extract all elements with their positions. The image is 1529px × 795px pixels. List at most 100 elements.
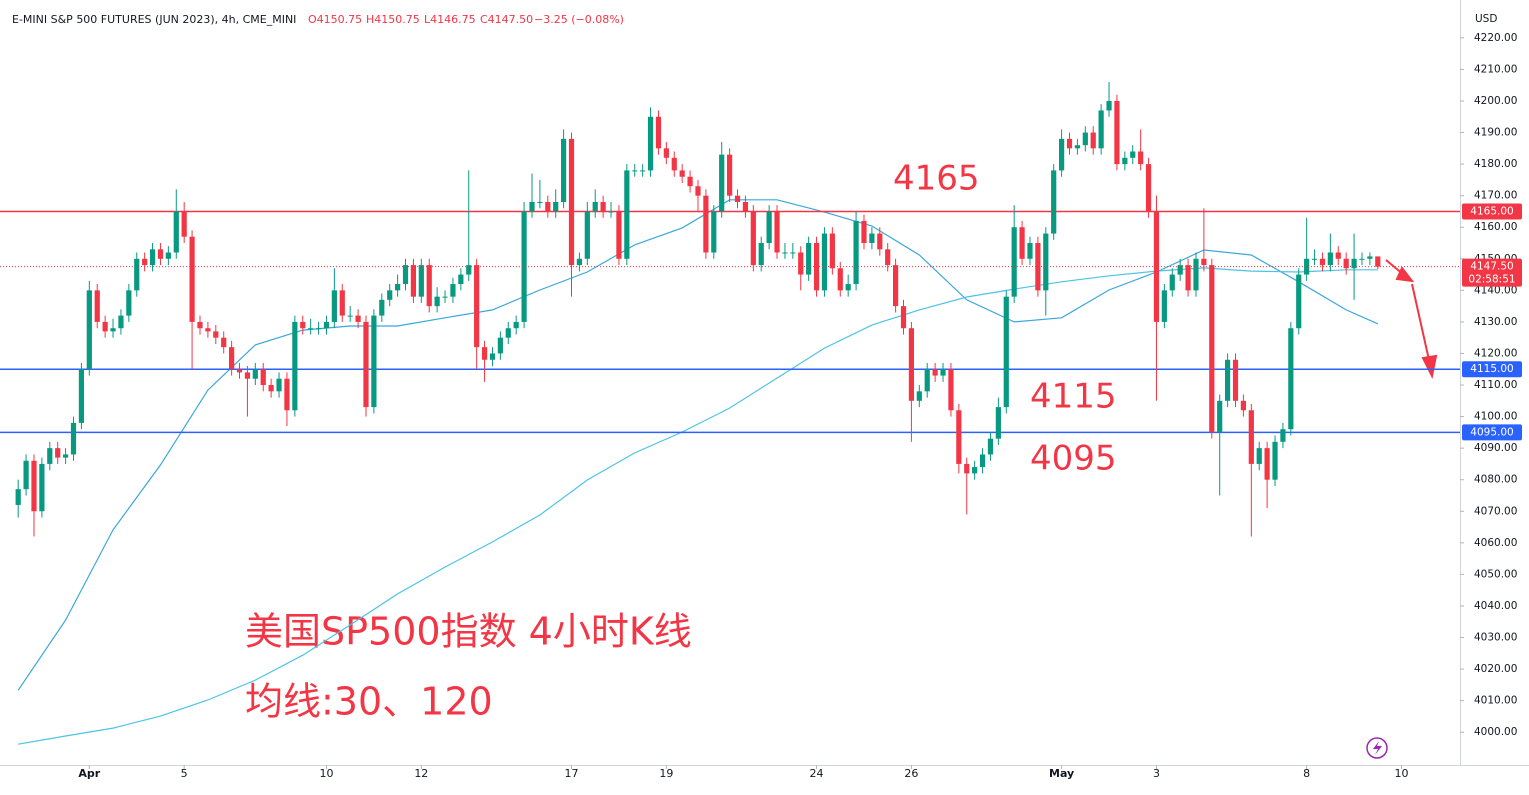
candle-body bbox=[687, 176, 693, 187]
candle-body bbox=[1304, 258, 1310, 275]
alert-circle[interactable] bbox=[1366, 737, 1388, 759]
candle-body bbox=[853, 220, 859, 285]
candle-body bbox=[877, 233, 883, 250]
candle-body bbox=[15, 489, 21, 505]
candle-body bbox=[1019, 227, 1025, 259]
candle-body bbox=[1232, 359, 1239, 401]
candle-body bbox=[893, 265, 899, 307]
candle-body bbox=[806, 243, 812, 275]
candle-body bbox=[292, 321, 298, 411]
ohlc-high: H4150.75 bbox=[366, 13, 420, 26]
candle-body bbox=[529, 201, 535, 212]
candle-body bbox=[758, 243, 764, 266]
alert-bolt[interactable] bbox=[1373, 741, 1382, 755]
y-tick-label: 4100.00 bbox=[1474, 411, 1517, 423]
candle-body bbox=[1193, 258, 1199, 291]
alert-icon[interactable] bbox=[1366, 737, 1388, 759]
candle-body bbox=[711, 211, 717, 253]
y-tick-label: 4050.00 bbox=[1474, 568, 1517, 580]
candle-body bbox=[142, 258, 148, 266]
y-tick-label: 4200.00 bbox=[1474, 95, 1517, 107]
candle-body bbox=[126, 290, 132, 316]
candle-body bbox=[845, 284, 851, 291]
candle-body bbox=[750, 211, 756, 266]
candle-body bbox=[1201, 258, 1207, 266]
y-tick-label: 4170.00 bbox=[1474, 190, 1517, 202]
candle-body bbox=[972, 467, 978, 474]
candle-body bbox=[387, 290, 393, 300]
candle-body bbox=[900, 306, 907, 329]
symbol-title: E-MINI S&P 500 FUTURES (JUN 2023), 4h, C… bbox=[12, 13, 296, 26]
candle-body bbox=[1375, 256, 1381, 267]
candle-body bbox=[1130, 151, 1136, 158]
ohlc-legend: O4150.75 H4150.75 L4146.75 C4147.50 −3.2… bbox=[308, 13, 624, 26]
y-tick-label: 4130.00 bbox=[1474, 316, 1517, 328]
candle-body bbox=[1288, 328, 1294, 430]
moving-average bbox=[18, 267, 1378, 745]
x-tick-label: 3 bbox=[1153, 767, 1160, 780]
candle-body bbox=[371, 315, 377, 408]
candle-body bbox=[1343, 258, 1349, 269]
y-tick-label: 4220.00 bbox=[1474, 32, 1517, 44]
candle-body bbox=[908, 328, 915, 401]
candle-body bbox=[134, 258, 140, 291]
candle-body bbox=[584, 211, 590, 259]
candle-body bbox=[995, 407, 1001, 439]
candle-body bbox=[1114, 100, 1120, 165]
x-tick-label: 10 bbox=[319, 767, 333, 780]
y-tick-label: 4120.00 bbox=[1474, 347, 1517, 359]
candle-body bbox=[402, 265, 409, 285]
candle-body bbox=[1327, 252, 1333, 266]
x-tick-label: 10 bbox=[1395, 767, 1409, 780]
candle-body bbox=[23, 460, 29, 490]
level-tag bbox=[1462, 361, 1522, 378]
candle-body bbox=[829, 233, 835, 269]
candle-body bbox=[1027, 243, 1033, 259]
candle-body bbox=[924, 369, 930, 392]
candle-body bbox=[300, 321, 306, 329]
x-tick-label: 12 bbox=[414, 767, 428, 780]
candle-body bbox=[1122, 157, 1128, 165]
candle-body bbox=[181, 211, 187, 237]
candle-body bbox=[1177, 265, 1183, 275]
candle-body bbox=[561, 138, 567, 202]
candle-body bbox=[742, 201, 749, 212]
candle-body bbox=[205, 328, 211, 332]
last-price-tag bbox=[1462, 258, 1522, 287]
candle-body bbox=[521, 211, 527, 322]
x-tick-label: Apr bbox=[78, 767, 100, 780]
candle-body bbox=[1098, 110, 1104, 149]
candle-body bbox=[434, 296, 440, 307]
candle-body bbox=[165, 252, 171, 259]
ohlc-close: C4147.50 bbox=[480, 13, 533, 26]
candle-body bbox=[632, 170, 638, 172]
y-tick-label: 4000.00 bbox=[1474, 726, 1517, 738]
candle-body bbox=[948, 369, 954, 411]
arrow-head bbox=[1421, 354, 1438, 380]
forecast-arrow bbox=[1385, 259, 1438, 380]
candle-body bbox=[213, 331, 219, 338]
x-tick-label: 24 bbox=[810, 767, 824, 780]
candle-body bbox=[956, 410, 962, 464]
y-tick-label: 4010.00 bbox=[1474, 695, 1517, 707]
candle-body bbox=[1035, 243, 1041, 291]
level-annotation: 4165 bbox=[893, 159, 980, 199]
candle-body bbox=[102, 321, 108, 332]
candle-body bbox=[118, 315, 124, 329]
candle-body bbox=[592, 201, 598, 212]
candle-body bbox=[1169, 274, 1175, 291]
candle-body bbox=[110, 328, 116, 332]
candle-body bbox=[1359, 258, 1365, 260]
candle-body bbox=[774, 211, 780, 253]
candle-body bbox=[979, 454, 986, 468]
candle-body bbox=[1240, 400, 1247, 411]
candle-body bbox=[1256, 448, 1262, 464]
candle-body bbox=[513, 321, 519, 329]
level-tag bbox=[1462, 203, 1522, 220]
candle-body bbox=[78, 369, 85, 423]
level-tag-label: 4095.00 bbox=[1470, 426, 1513, 438]
candle-body bbox=[189, 236, 195, 322]
ohlc-open: O4150.75 bbox=[308, 13, 362, 26]
